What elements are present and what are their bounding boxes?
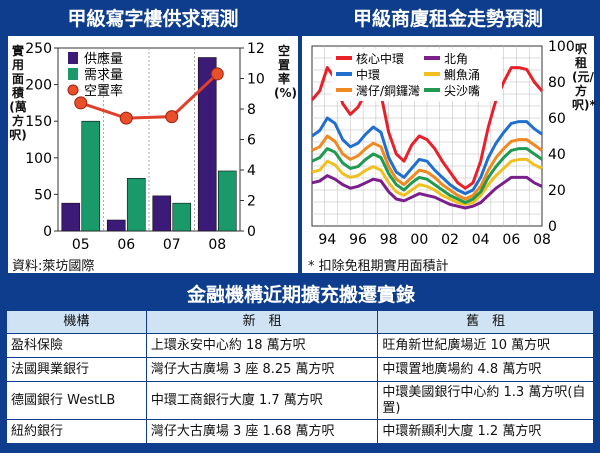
x-tick-label: 08 bbox=[533, 232, 551, 248]
vacancy-line bbox=[80, 72, 219, 120]
left-chart-title: 甲級寫字樓供求預測 bbox=[67, 8, 239, 30]
cell-old-lease: 旺角新世紀廣場近 10 萬方呎 bbox=[377, 333, 594, 358]
left-chart-panel: 實用面積(萬方呎) 空置率(%) 0 50 100 150 200 250 0 2 4 6 8 10 1… bbox=[8, 36, 298, 274]
cell-institution: 盈科保險 bbox=[6, 333, 147, 358]
y-tick-label: 20 bbox=[548, 183, 566, 199]
legend-label: 鰂魚涌 bbox=[444, 68, 480, 82]
demand-bar bbox=[126, 177, 146, 232]
right-chart-title: 甲級商廈租金走勢預測 bbox=[352, 8, 543, 30]
x-tick-label: 00 bbox=[410, 232, 428, 248]
cell-institution: 紐約銀行 bbox=[6, 419, 147, 444]
legend-label: 核心中環 bbox=[356, 51, 404, 66]
legend-swatch bbox=[68, 52, 78, 64]
supply-bar bbox=[197, 57, 217, 232]
table-row: 德國銀行 WestLB 中環工商銀行大廈 1.7 萬方呎 中環美國銀行中心約 1… bbox=[6, 381, 594, 420]
x-tick-label: 06 bbox=[117, 237, 135, 253]
legend-label: 供應量 bbox=[84, 51, 123, 67]
y2-tick-label: 10 bbox=[247, 72, 265, 88]
legend-swatch bbox=[68, 68, 78, 80]
left-y-axis-label: 實用面積(萬方呎) bbox=[9, 44, 27, 142]
x-tick-label: 04 bbox=[472, 232, 490, 248]
y-tick-label: 0 bbox=[548, 219, 557, 235]
cell-institution: 法國興業銀行 bbox=[6, 357, 147, 382]
y-tick-label: 200 bbox=[25, 78, 52, 94]
vacancy-point bbox=[210, 67, 224, 81]
rent-line bbox=[310, 66, 544, 190]
cell-new-lease: 灣仔大古廣場 3 座 8.25 萬方呎 bbox=[145, 357, 379, 382]
table-header-row: 機構 新 租 舊 租 bbox=[6, 310, 594, 334]
left-y2-axis-label: 空置率(%) bbox=[274, 44, 297, 100]
footnote: * 扣除免租期實用面積計 bbox=[308, 259, 449, 274]
header-old-lease: 舊 租 bbox=[377, 310, 594, 334]
y2-tick-label: 6 bbox=[247, 133, 256, 149]
supply-bar bbox=[106, 219, 126, 232]
x-tick-label: 94 bbox=[318, 232, 336, 248]
y-tick-label: 50 bbox=[34, 187, 52, 203]
table-row: 法國興業銀行 灣仔大古廣場 3 座 8.25 萬方呎 中環置地廣場約 4.8 萬… bbox=[6, 357, 594, 382]
vacancy-point bbox=[165, 110, 179, 124]
y-tick-label: 150 bbox=[25, 114, 52, 130]
y-tick-label: 250 bbox=[25, 41, 52, 57]
legend-label: 尖沙嘴 bbox=[444, 84, 480, 98]
y-tick-label: 80 bbox=[548, 75, 566, 91]
legend-swatch bbox=[67, 84, 79, 96]
legend-label: 空置率 bbox=[84, 83, 123, 99]
demand-bar bbox=[217, 170, 237, 232]
y-tick-label: 100 bbox=[548, 39, 575, 55]
y-tick-label: 100 bbox=[25, 151, 52, 167]
y-tick-label: 40 bbox=[548, 147, 566, 163]
table-row: 盈科保險 上環永安中心約 18 萬方呎 旺角新世紀廣場近 10 萬方呎 bbox=[6, 333, 594, 358]
supply-demand-chart: 0 50 100 150 200 250 0 2 4 6 8 10 12 05 06 07 08 供應量需求量空置… bbox=[25, 41, 265, 253]
rent-line bbox=[311, 157, 543, 206]
cell-institution: 德國銀行 WestLB bbox=[6, 381, 147, 420]
rent-line bbox=[311, 116, 543, 196]
x-tick-label: 96 bbox=[349, 232, 367, 248]
legend-label: 中環 bbox=[356, 67, 380, 82]
rent-line bbox=[311, 147, 543, 205]
x-tick-label: 06 bbox=[502, 232, 520, 248]
x-tick-label: 02 bbox=[441, 232, 459, 248]
x-tick-label: 98 bbox=[380, 232, 398, 248]
header-institution: 機構 bbox=[6, 310, 147, 334]
vacancy-point bbox=[74, 96, 88, 110]
y2-tick-label: 2 bbox=[247, 194, 256, 210]
cell-old-lease: 中環新顯利大廈 1.2 萬方呎 bbox=[377, 419, 594, 444]
header-new-lease: 新 租 bbox=[145, 310, 379, 334]
y2-tick-label: 12 bbox=[247, 41, 265, 57]
x-tick-label: 08 bbox=[208, 237, 226, 253]
cell-new-lease: 灣仔大古廣場 3 座 1.68 萬方呎 bbox=[145, 419, 379, 444]
cell-old-lease: 中環美國銀行中心約 1.3 萬方呎(自置) bbox=[377, 381, 594, 420]
relocation-table: 機構 新 租 舊 租 盈科保險 上環永安中心約 18 萬方呎 旺角新世紀廣場近 … bbox=[6, 310, 594, 444]
rent-line bbox=[311, 174, 543, 210]
cell-new-lease: 中環工商銀行大廈 1.7 萬方呎 bbox=[145, 381, 379, 420]
supply-bar bbox=[152, 195, 172, 232]
demand-bar bbox=[81, 120, 101, 232]
source-note: 資料:萊坊國際 bbox=[12, 259, 95, 274]
y-tick-label: 0 bbox=[43, 224, 52, 240]
y2-tick-label: 0 bbox=[247, 224, 256, 240]
rent-line bbox=[311, 134, 543, 201]
vacancy-point bbox=[119, 111, 133, 125]
legend-label: 北角 bbox=[444, 52, 468, 66]
y-tick-label: 60 bbox=[548, 111, 566, 127]
y2-tick-label: 4 bbox=[247, 163, 256, 179]
supply-bar bbox=[61, 202, 81, 232]
legend-label: 需求量 bbox=[84, 68, 123, 83]
table-row: 紐約銀行 灣仔大古廣場 3 座 1.68 萬方呎 中環新顯利大廈 1.2 萬方呎 bbox=[6, 419, 594, 444]
x-tick-label: 07 bbox=[163, 237, 181, 253]
cell-old-lease: 中環置地廣場約 4.8 萬方呎 bbox=[377, 357, 594, 382]
legend-label: 灣仔/銅鑼灣 bbox=[356, 83, 420, 98]
legend-box bbox=[332, 49, 502, 101]
cell-new-lease: 上環永安中心約 18 萬方呎 bbox=[145, 333, 379, 358]
right-y-axis-label: 呎租(元/方呎)* bbox=[572, 42, 596, 112]
demand-bar bbox=[172, 202, 192, 232]
right-chart-panel: 呎租(元/方呎)* 0 20 40 60 80 100 94 96 98 00 02 04 06 08 核心… bbox=[302, 36, 596, 274]
table-title: 金融機構近期擴充搬遷實錄 bbox=[186, 284, 415, 306]
x-tick-label: 05 bbox=[72, 237, 90, 253]
y2-tick-label: 8 bbox=[247, 102, 256, 118]
